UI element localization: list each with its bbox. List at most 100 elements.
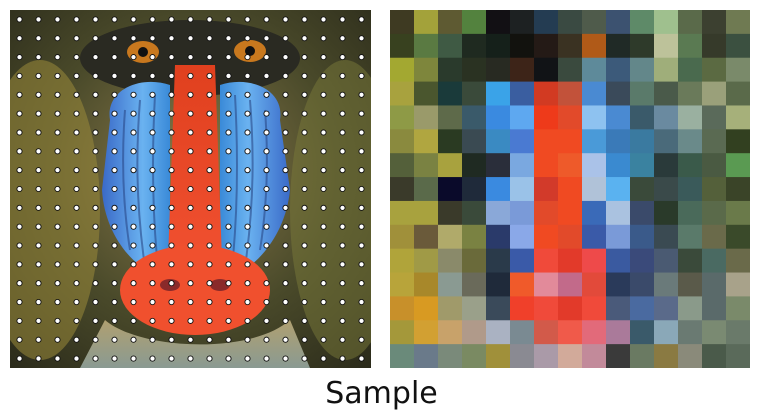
- mosaic-cell: [606, 320, 631, 345]
- sampled-pixel-mosaic: [390, 10, 750, 368]
- mosaic-cell: [558, 272, 583, 297]
- mosaic-cell: [486, 296, 511, 321]
- sample-point: [244, 72, 251, 79]
- mosaic-cell: [606, 10, 631, 35]
- sample-point: [244, 54, 251, 61]
- sample-point: [282, 242, 289, 249]
- sample-point: [320, 336, 327, 343]
- sample-point: [206, 91, 213, 98]
- sample-point: [244, 148, 251, 155]
- sample-point: [339, 223, 346, 230]
- mosaic-cell: [486, 272, 511, 297]
- mosaic-cell: [534, 200, 559, 226]
- sample-point: [16, 129, 23, 136]
- sample-point: [339, 280, 346, 287]
- sample-point: [358, 204, 365, 211]
- mosaic-cell: [654, 177, 679, 202]
- mosaic-cell: [702, 224, 727, 250]
- sample-point: [358, 129, 365, 136]
- sample-point: [320, 35, 327, 42]
- mosaic-cell: [678, 272, 703, 297]
- sample-point: [149, 355, 156, 362]
- sample-point: [320, 185, 327, 193]
- sample-point: [187, 280, 194, 287]
- sample-point: [320, 110, 327, 117]
- mosaic-cell: [582, 200, 607, 226]
- mosaic-cell: [438, 33, 463, 59]
- mosaic-cell: [702, 200, 727, 226]
- sample-point: [149, 336, 156, 343]
- sample-point: [187, 204, 194, 211]
- mosaic-cell: [630, 296, 655, 321]
- sample-point: [168, 242, 175, 249]
- mosaic-cell: [654, 320, 679, 345]
- sample-point: [225, 261, 232, 268]
- sample-point: [301, 129, 308, 136]
- sample-point: [358, 35, 365, 42]
- mosaic-cell: [654, 105, 679, 130]
- sample-point: [301, 72, 308, 79]
- mosaic-cell: [438, 296, 463, 321]
- mosaic-cell: [582, 10, 607, 35]
- mosaic-cell: [438, 344, 463, 368]
- sample-point: [244, 355, 251, 362]
- sample-point: [54, 299, 61, 306]
- sample-point: [73, 72, 80, 79]
- mosaic-cell: [534, 57, 559, 83]
- left-pupil: [138, 47, 148, 57]
- sample-point: [73, 336, 80, 343]
- sample-point: [92, 35, 99, 42]
- mosaic-cell: [534, 177, 559, 202]
- sample-point: [16, 336, 23, 343]
- sample-point: [92, 336, 99, 343]
- mosaic-cell: [678, 105, 703, 130]
- mosaic-cell: [510, 224, 535, 250]
- mosaic-cell: [510, 33, 535, 59]
- mosaic-cell: [534, 10, 559, 35]
- sample-point: [130, 16, 137, 23]
- sample-point: [225, 242, 232, 249]
- mosaic-cell: [438, 10, 463, 35]
- sample-point: [149, 242, 156, 249]
- sample-point: [206, 336, 213, 343]
- sample-point: [54, 204, 61, 211]
- mosaic-cell: [654, 129, 679, 154]
- sample-point: [244, 242, 251, 249]
- sample-point: [282, 299, 289, 306]
- mosaic-cell: [606, 153, 631, 178]
- sample-point: [73, 204, 80, 211]
- sample-point: [130, 242, 137, 249]
- sample-point: [339, 299, 346, 306]
- original-photo: [10, 10, 371, 368]
- mosaic-cell: [390, 200, 415, 226]
- sample-point: [206, 204, 213, 211]
- sample-point: [73, 355, 80, 362]
- sample-point: [35, 72, 42, 79]
- sample-point: [244, 336, 251, 343]
- sample-point: [358, 16, 365, 23]
- sample-point: [358, 185, 365, 193]
- sample-point: [263, 16, 270, 23]
- sample-point: [263, 355, 270, 362]
- sample-point: [225, 129, 232, 136]
- sample-point: [92, 91, 99, 98]
- mosaic-cell: [630, 33, 655, 59]
- mosaic-cell: [510, 10, 535, 35]
- sample-point: [92, 148, 99, 155]
- sample-point: [130, 72, 137, 79]
- sample-point: [244, 129, 251, 136]
- mosaic-cell: [702, 129, 727, 154]
- sample-point: [263, 35, 270, 42]
- red-muzzle: [120, 245, 270, 335]
- mosaic-cell: [582, 129, 607, 154]
- mosaic-cell: [462, 105, 487, 130]
- mosaic-cell: [486, 105, 511, 130]
- mosaic-cell: [702, 177, 727, 202]
- sample-point: [35, 35, 42, 42]
- mosaic-cell: [582, 224, 607, 250]
- sample-point: [339, 91, 346, 98]
- mosaic-cell: [630, 10, 655, 35]
- sample-point: [73, 167, 80, 174]
- sample-point: [358, 242, 365, 249]
- mosaic-cell: [414, 296, 439, 321]
